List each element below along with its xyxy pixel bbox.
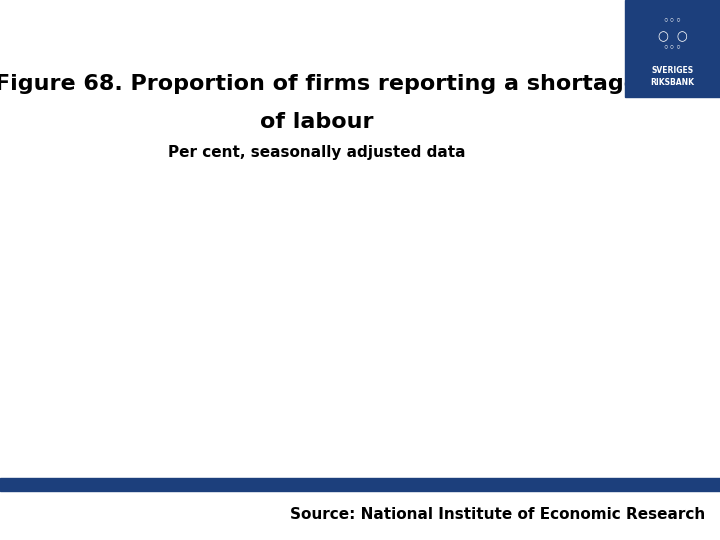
Text: Figure 68. Proportion of firms reporting a shortage: Figure 68. Proportion of firms reporting…: [0, 73, 639, 94]
Text: Per cent, seasonally adjusted data: Per cent, seasonally adjusted data: [168, 145, 466, 160]
Bar: [625, 0, 720, 97]
Text: ◦◦◦: ◦◦◦: [662, 44, 683, 53]
Text: ○  ○: ○ ○: [657, 30, 688, 43]
Text: SVERIGES
RIKSBANK: SVERIGES RIKSBANK: [650, 66, 695, 87]
Text: of labour: of labour: [260, 111, 374, 132]
Text: ◦◦◦: ◦◦◦: [662, 16, 683, 26]
Bar: [0, 478, 720, 491]
Text: Source: National Institute of Economic Research: Source: National Institute of Economic R…: [290, 507, 706, 522]
